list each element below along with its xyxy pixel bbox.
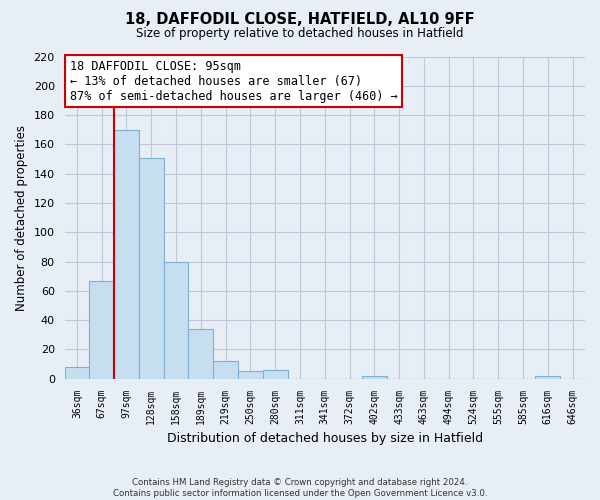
Bar	[213, 361, 238, 378]
Bar	[89, 280, 114, 378]
Text: Size of property relative to detached houses in Hatfield: Size of property relative to detached ho…	[136, 28, 464, 40]
X-axis label: Distribution of detached houses by size in Hatfield: Distribution of detached houses by size …	[167, 432, 483, 445]
Bar	[164, 262, 188, 378]
Bar	[139, 158, 164, 378]
Text: 18, DAFFODIL CLOSE, HATFIELD, AL10 9FF: 18, DAFFODIL CLOSE, HATFIELD, AL10 9FF	[125, 12, 475, 28]
Bar	[188, 329, 213, 378]
Bar	[65, 367, 89, 378]
Bar	[362, 376, 387, 378]
Text: 18 DAFFODIL CLOSE: 95sqm
← 13% of detached houses are smaller (67)
87% of semi-d: 18 DAFFODIL CLOSE: 95sqm ← 13% of detach…	[70, 60, 397, 102]
Bar	[535, 376, 560, 378]
Text: Contains HM Land Registry data © Crown copyright and database right 2024.
Contai: Contains HM Land Registry data © Crown c…	[113, 478, 487, 498]
Bar	[263, 370, 287, 378]
Bar	[238, 372, 263, 378]
Bar	[114, 130, 139, 378]
Y-axis label: Number of detached properties: Number of detached properties	[15, 124, 28, 310]
